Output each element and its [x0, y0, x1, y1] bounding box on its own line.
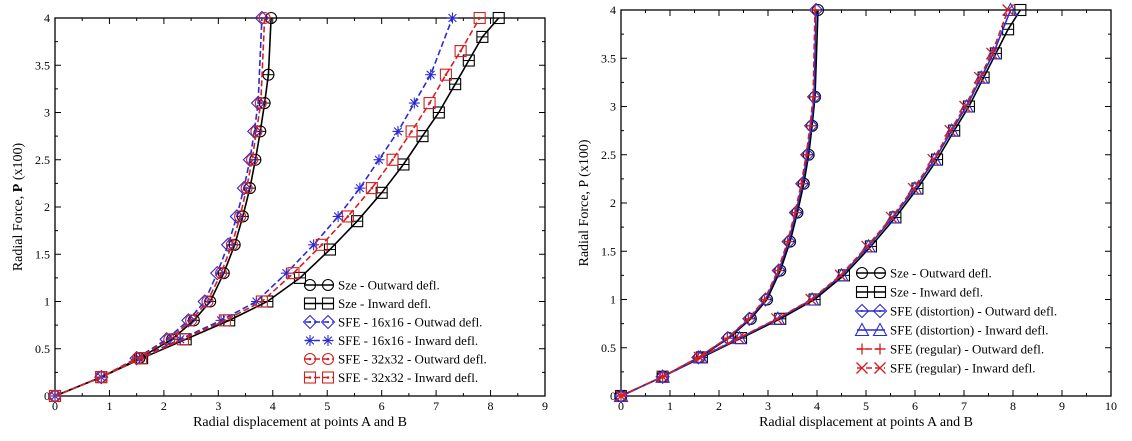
x-tick-label: 9	[542, 399, 548, 413]
data-point	[393, 126, 404, 137]
x-tick-label: 2	[161, 399, 167, 413]
legend-label: SFE (regular) - Outward defl.	[890, 342, 1044, 357]
x-tick-label: 8	[1010, 399, 1016, 413]
y-tick-label: 0.5	[601, 341, 616, 355]
x-tick-label: 5	[324, 399, 330, 413]
y-tick-label: 0.5	[35, 342, 50, 356]
data-point	[373, 154, 384, 165]
y-tick-label: 3.5	[601, 51, 616, 65]
y-tick-label: 4	[610, 3, 616, 17]
y-tick-label: 2.5	[601, 148, 616, 162]
legend-marker	[323, 335, 334, 346]
legend-label: SFE (distortion) - Outward defl.	[890, 304, 1057, 319]
x-tick-label: 8	[488, 399, 494, 413]
y-axis-label: Radial Force, P (x100)	[11, 143, 26, 272]
x-tick-label: 7	[961, 399, 967, 413]
x-tick-label: 3	[765, 399, 771, 413]
x-tick-label: 2	[716, 399, 722, 413]
y-tick-label: 2	[44, 200, 50, 214]
x-axis-label: Radial displacement at points A and B	[193, 415, 407, 430]
x-tick-label: 7	[433, 399, 439, 413]
legend-label: SFE (distortion) - Inward defl.	[890, 323, 1049, 338]
x-tick-label: 6	[379, 399, 385, 413]
legend-label: Sze - Outward defl.	[338, 278, 440, 293]
legend-label: SFE - 16x16 - Inward defl.	[338, 333, 478, 348]
legend-label: SFE - 16x16 - Outwad defl.	[338, 315, 482, 330]
data-point	[409, 98, 420, 109]
chart-right: 0 1 2 3 4 5 6 7 8 9 10 0.5 1 1.5 2 2.5 3 3.5 4 0 Radial disp…	[566, 0, 1132, 436]
legend-label: Sze - Outward defl.	[890, 266, 992, 281]
x-tick-label: 3	[215, 399, 221, 413]
legend-label: SFE - 32x32 - Outward defl.	[338, 352, 487, 367]
chart-right-svg: 0 1 2 3 4 5 6 7 8 9 10 0.5 1 1.5 2 2.5 3 3.5 4 0 Radial disp…	[566, 0, 1132, 436]
y-tick-label: 1.5	[35, 247, 50, 261]
legend-marker	[305, 335, 316, 346]
x-tick-label: 4	[814, 399, 820, 413]
x-tick-label: 10	[1105, 399, 1117, 413]
y-tick-label: 1	[610, 293, 616, 307]
x-tick-label: 1	[667, 399, 673, 413]
y-tick-label: 4	[44, 11, 50, 25]
chart-left: 0 1 2 3 4 5 6 7 8 9 0.5 1 1.5 2 2.5 3 3.5 4 0 Radial displa…	[0, 0, 560, 436]
y-tick-label: 3	[610, 100, 616, 114]
y-tick-label: 3	[44, 106, 50, 120]
data-point	[354, 183, 365, 194]
y-tick-label: 1	[44, 295, 50, 309]
legend-label: SFE - 32x32 - Inward defl.	[338, 370, 478, 385]
x-tick-label: 4	[270, 399, 276, 413]
chart-left-svg: 0 1 2 3 4 5 6 7 8 90.511.522.533.540Radial displa…	[0, 0, 560, 436]
y-tick-label: 1.5	[601, 244, 616, 258]
plot-frame	[621, 10, 1111, 396]
legend-label: Sze - Inward defl.	[338, 296, 431, 311]
y-axis-label: Radial Force, P (x100)	[577, 139, 592, 266]
x-tick-label: 9	[1059, 399, 1065, 413]
y-tick-label: 3.5	[35, 58, 50, 72]
data-point	[308, 239, 319, 250]
data-point	[447, 13, 458, 24]
x-tick-label: 5	[863, 399, 869, 413]
legend-label: Sze - Inward defl.	[890, 285, 983, 300]
x-axis-label: Radial displacement at points A and B	[759, 415, 973, 430]
data-point	[425, 69, 436, 80]
y-tick-label: 2	[610, 196, 616, 210]
legend-label: SFE (regular) - Inward defl.	[890, 361, 1035, 376]
x-tick-label: 6	[912, 399, 918, 413]
y-tick-label: 2.5	[35, 153, 50, 167]
x-tick-label: 1	[106, 399, 112, 413]
